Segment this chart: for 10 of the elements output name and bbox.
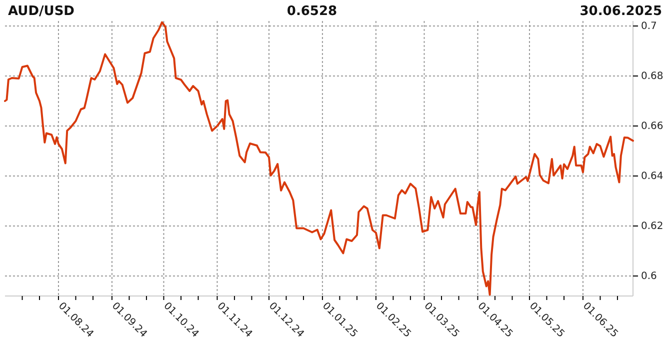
y-tick-label: 0.6 [641, 271, 657, 282]
y-tick-label: 0.7 [641, 21, 657, 32]
line-series [4, 21, 634, 296]
chart-subtitle: 0.6528 [286, 4, 338, 19]
y-tick-label: 0.68 [641, 71, 664, 82]
y-tick-label: 0.64 [641, 171, 664, 182]
y-tick-label: 0.62 [641, 221, 664, 232]
text: 30.06.2025 [580, 4, 662, 19]
chart-title: AUD/USD [8, 4, 75, 19]
y-tick-label: 0.66 [641, 121, 664, 132]
